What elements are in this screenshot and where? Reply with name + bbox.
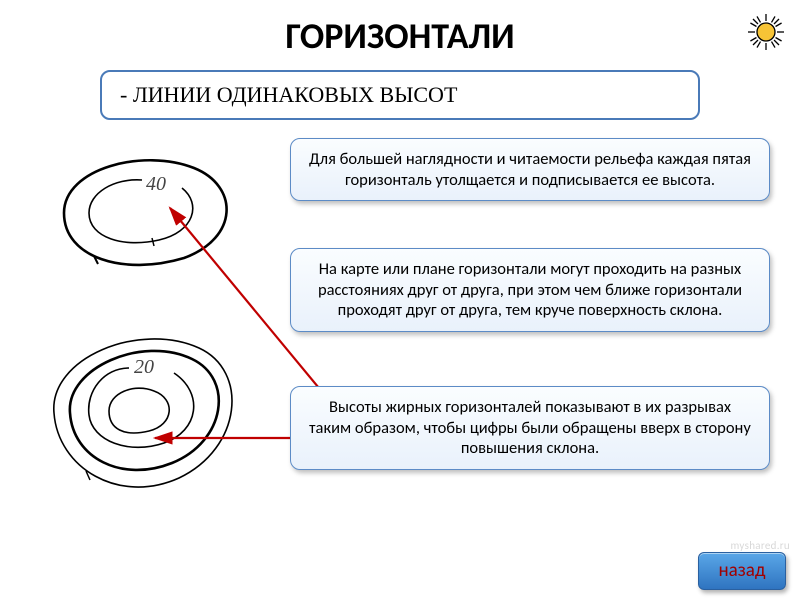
contour-label-20: 20 — [134, 356, 154, 378]
info-text-2: На карте или плане горизонтали могут про… — [318, 259, 742, 320]
contour-figures: 40 20 — [24, 138, 264, 508]
info-box-1: Для большей наглядности и читаемости рел… — [290, 138, 770, 201]
info-text-3: Высоты жирных горизонталей показывают в … — [309, 397, 751, 458]
content-area: 40 20 Для большей наглядности и читаемос… — [0, 138, 800, 578]
info-box-3: Высоты жирных горизонталей показывают в … — [290, 386, 770, 470]
back-button[interactable]: назад — [698, 552, 786, 590]
subtitle-box: - ЛИНИИ ОДИНАКОВЫХ ВЫСОТ — [100, 70, 700, 120]
info-text-1: Для большей наглядности и читаемости рел… — [309, 149, 751, 190]
contour-figure-1: 40 — [24, 138, 254, 278]
page-title: ГОРИЗОНТАЛИ — [0, 0, 800, 58]
info-box-2: На карте или плане горизонтали могут про… — [290, 248, 770, 332]
sun-icon — [746, 12, 786, 52]
back-button-label: назад — [719, 559, 766, 582]
contour-label-40: 40 — [146, 173, 166, 195]
contour-figure-2: 20 — [24, 313, 254, 503]
watermark: myshared.ru — [731, 539, 790, 552]
subtitle-text: - ЛИНИИ ОДИНАКОВЫХ ВЫСОТ — [120, 82, 457, 107]
